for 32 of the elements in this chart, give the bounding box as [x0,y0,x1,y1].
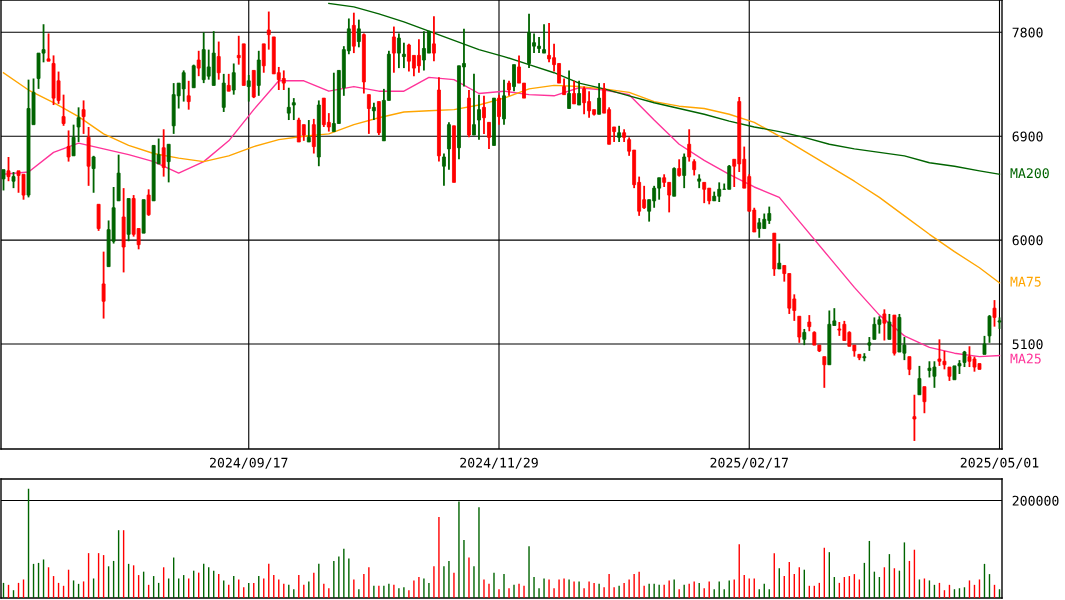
series-label: MA200 [1010,168,1049,179]
candlestick [71,123,76,157]
candlestick [917,364,922,396]
candlestick [81,99,86,135]
x-tick-label: 2025/05/01 [960,457,1039,469]
candlestick [1,168,6,192]
candlestick [66,129,71,163]
candlestick [91,154,96,194]
x-tick-label: 2024/11/29 [460,457,538,469]
candlestick [867,336,872,352]
y-tick-label: 7800 [1012,27,1043,38]
y-tick-label: 200000 [1012,495,1059,506]
candlestick [912,393,917,442]
candlestick [6,156,11,183]
candlestick [982,334,987,356]
y-tick-label: 6000 [1012,235,1043,246]
y-tick-label: 5100 [1012,339,1043,350]
series-label: MA25 [1010,353,1041,364]
candlestick [907,355,912,377]
line-series [2,72,1001,284]
series-label: MA75 [1010,276,1041,287]
y-tick-label: 6900 [1012,131,1043,142]
candlestick [61,93,66,127]
candlestick [86,126,91,187]
candlestick [922,385,927,415]
candlestick [992,299,997,328]
x-tick-label: 2024/09/17 [210,457,288,469]
candlestick [46,32,51,63]
line-series [328,2,1001,175]
candlestick [987,314,992,344]
candlestick [76,106,81,143]
x-tick-label: 2025/02/17 [710,457,788,469]
